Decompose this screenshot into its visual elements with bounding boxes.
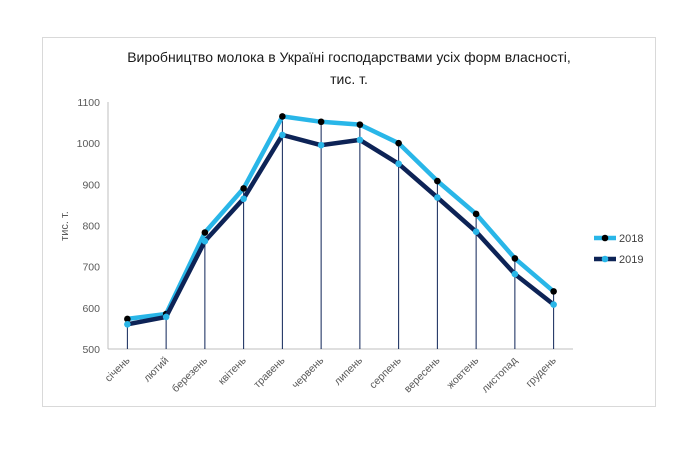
legend: 2018 2019 <box>594 233 643 266</box>
y-tick-label: 800 <box>82 221 100 233</box>
data-point-2019 <box>124 321 131 328</box>
data-point-2018 <box>356 121 364 128</box>
series-line-2018 <box>125 114 556 322</box>
data-point-2019 <box>434 194 441 201</box>
x-tick-label: жовтень <box>444 354 481 391</box>
plot-area: 500 600 700 800 900 1000 1100 січень лютийберезе… <box>77 97 573 395</box>
data-point-2019 <box>162 313 170 321</box>
y-tick-label: 600 <box>82 303 100 315</box>
data-point-2019 <box>317 141 325 149</box>
data-point-2018 <box>472 210 480 218</box>
x-tick-label: липень <box>332 354 365 387</box>
data-point-2019 <box>201 237 209 245</box>
y-tick-label: 900 <box>82 179 100 191</box>
data-point-2018 <box>395 139 402 147</box>
data-point-2018 <box>434 177 441 185</box>
data-point-2018 <box>317 118 325 126</box>
y-tick-label: 1100 <box>77 97 100 109</box>
x-tick-label: грудень <box>524 354 560 390</box>
data-point-2019 <box>356 136 364 144</box>
data-point-2018 <box>240 185 247 192</box>
data-point-2018 <box>124 315 131 323</box>
x-tick-label: листопад <box>479 355 520 396</box>
x-tick-label: серпень <box>367 354 404 391</box>
y-tick-label: 500 <box>82 344 100 356</box>
data-point-2019 <box>240 195 247 203</box>
x-tick-label: квітень <box>216 354 249 387</box>
x-tick-label: травень <box>251 354 287 390</box>
data-point-2018 <box>511 255 519 262</box>
x-tick-label: березень <box>170 354 211 395</box>
x-tick-label: червень <box>290 354 327 391</box>
data-point-2019 <box>279 131 286 139</box>
data-point-2019 <box>550 301 557 308</box>
data-point-2019 <box>472 228 480 235</box>
legend-label-2019: 2019 <box>619 254 643 266</box>
data-point-2018 <box>201 229 209 236</box>
y-tick-label: 700 <box>82 262 100 274</box>
data-point-2018 <box>279 113 286 120</box>
y-tick-label: 1000 <box>77 138 101 150</box>
x-tick-label: вересень <box>402 354 443 395</box>
legend-marker-2019 <box>601 255 609 263</box>
x-tick-label: лютий <box>141 355 171 385</box>
chart-title-line-1: Виробництво молока в Україні господарств… <box>127 49 571 65</box>
y-axis-title: тис. т. <box>59 211 71 241</box>
data-point-2019 <box>511 270 519 278</box>
chart-title-line-2: тис. т. <box>330 71 368 87</box>
x-tick-label: січень <box>103 354 133 384</box>
legend-marker-2018 <box>601 234 609 242</box>
data-point-2019 <box>395 160 402 168</box>
data-point-2018 <box>550 288 557 295</box>
series-line-2019 <box>125 132 556 327</box>
legend-label-2018: 2018 <box>619 233 643 245</box>
